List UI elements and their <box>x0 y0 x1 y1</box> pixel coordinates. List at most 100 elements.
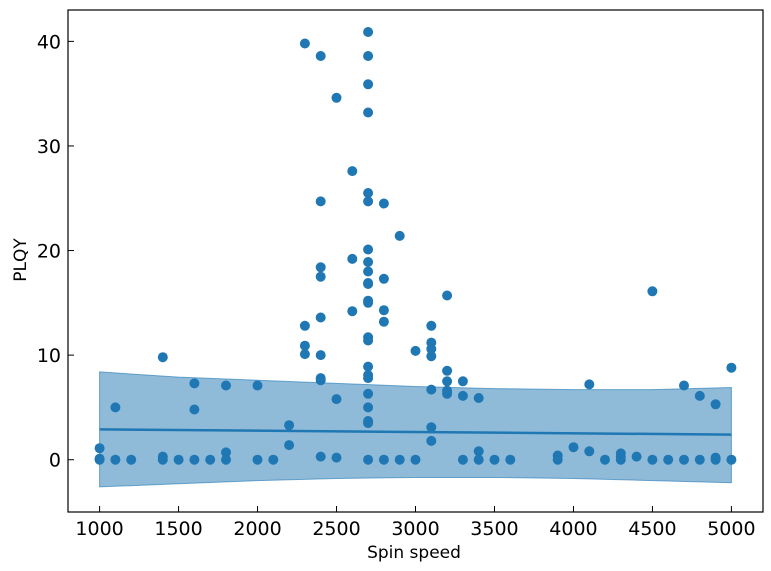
data-point <box>315 350 326 361</box>
data-point <box>394 230 405 241</box>
data-point <box>126 454 137 465</box>
data-point <box>363 244 374 255</box>
data-point <box>347 166 358 177</box>
data-point <box>726 454 737 465</box>
data-point <box>442 365 453 376</box>
data-point <box>473 393 484 403</box>
data-point <box>299 349 310 360</box>
data-point <box>331 394 342 405</box>
data-point <box>378 316 389 327</box>
data-point <box>299 320 310 331</box>
x-tick-label: 2000 <box>233 518 281 540</box>
regression-line <box>99 428 732 436</box>
data-point <box>394 454 405 465</box>
data-point <box>442 290 453 301</box>
data-point <box>378 273 389 284</box>
x-tick-label: 3000 <box>391 518 439 540</box>
data-point <box>205 454 216 465</box>
data-point <box>694 390 705 401</box>
data-point <box>363 335 374 346</box>
data-point <box>363 257 374 267</box>
y-axis-label: PLQY <box>11 238 31 282</box>
data-point <box>426 435 437 446</box>
data-point <box>710 454 721 465</box>
data-point <box>363 454 374 465</box>
data-point <box>268 454 279 465</box>
data-points-layer <box>94 27 737 465</box>
data-point <box>552 454 563 465</box>
data-point <box>363 196 374 207</box>
data-point <box>189 454 200 465</box>
data-point <box>252 380 263 391</box>
data-point <box>347 253 358 264</box>
data-point <box>473 446 484 457</box>
data-point <box>410 345 421 356</box>
y-tick-label: 0 <box>49 450 61 472</box>
data-point <box>299 38 310 49</box>
data-point <box>363 51 374 61</box>
data-point <box>331 92 342 103</box>
data-point <box>489 454 500 465</box>
y-tick-label: 10 <box>37 345 61 367</box>
x-tick-label: 4000 <box>549 518 597 540</box>
data-point <box>378 305 389 316</box>
data-point <box>694 454 705 465</box>
data-point <box>378 198 389 209</box>
data-point <box>457 376 468 387</box>
data-point <box>173 454 184 465</box>
data-point <box>426 384 437 395</box>
data-point <box>473 454 484 465</box>
data-point <box>189 378 200 389</box>
data-point <box>94 454 105 465</box>
x-tick-label: 1000 <box>75 518 123 540</box>
data-point <box>347 306 358 317</box>
x-tick-label: 5000 <box>707 518 755 540</box>
data-point <box>284 420 295 431</box>
data-point <box>363 79 374 90</box>
data-point <box>363 107 374 118</box>
data-point <box>363 188 374 198</box>
data-point <box>615 454 626 465</box>
data-point <box>221 447 231 458</box>
data-point <box>252 454 263 465</box>
data-point <box>647 286 658 297</box>
data-point <box>110 454 121 465</box>
data-point <box>426 320 437 331</box>
data-point <box>315 262 326 273</box>
data-point <box>457 454 468 465</box>
data-point <box>315 451 326 462</box>
data-point <box>710 399 721 410</box>
data-point <box>157 352 168 363</box>
data-point <box>363 418 374 429</box>
data-point <box>584 379 595 390</box>
data-point <box>726 362 737 373</box>
data-point <box>679 380 689 391</box>
data-point <box>647 454 658 465</box>
data-point <box>457 390 468 401</box>
data-point <box>363 388 374 399</box>
data-point <box>315 375 326 386</box>
data-point <box>568 442 579 453</box>
data-point <box>315 271 326 282</box>
data-point <box>600 454 610 465</box>
data-point <box>331 452 342 463</box>
data-point <box>363 373 374 384</box>
x-axis-ticks: 1000 1500 2000 2500 3000 3500 4000 4500 5000 <box>75 506 756 540</box>
regression-line-layer <box>99 428 732 436</box>
data-point <box>679 454 689 465</box>
data-point <box>189 404 200 415</box>
data-point <box>631 451 642 462</box>
data-point <box>442 376 453 387</box>
data-point <box>584 446 595 457</box>
data-point <box>299 340 310 351</box>
x-tick-label: 4500 <box>628 518 676 540</box>
data-point <box>363 27 374 37</box>
data-point <box>221 454 231 465</box>
data-point <box>315 196 326 207</box>
data-point <box>363 361 374 372</box>
x-tick-label: 3500 <box>470 518 518 540</box>
x-tick-label: 1500 <box>154 518 202 540</box>
y-tick-label: 40 <box>37 31 61 53</box>
